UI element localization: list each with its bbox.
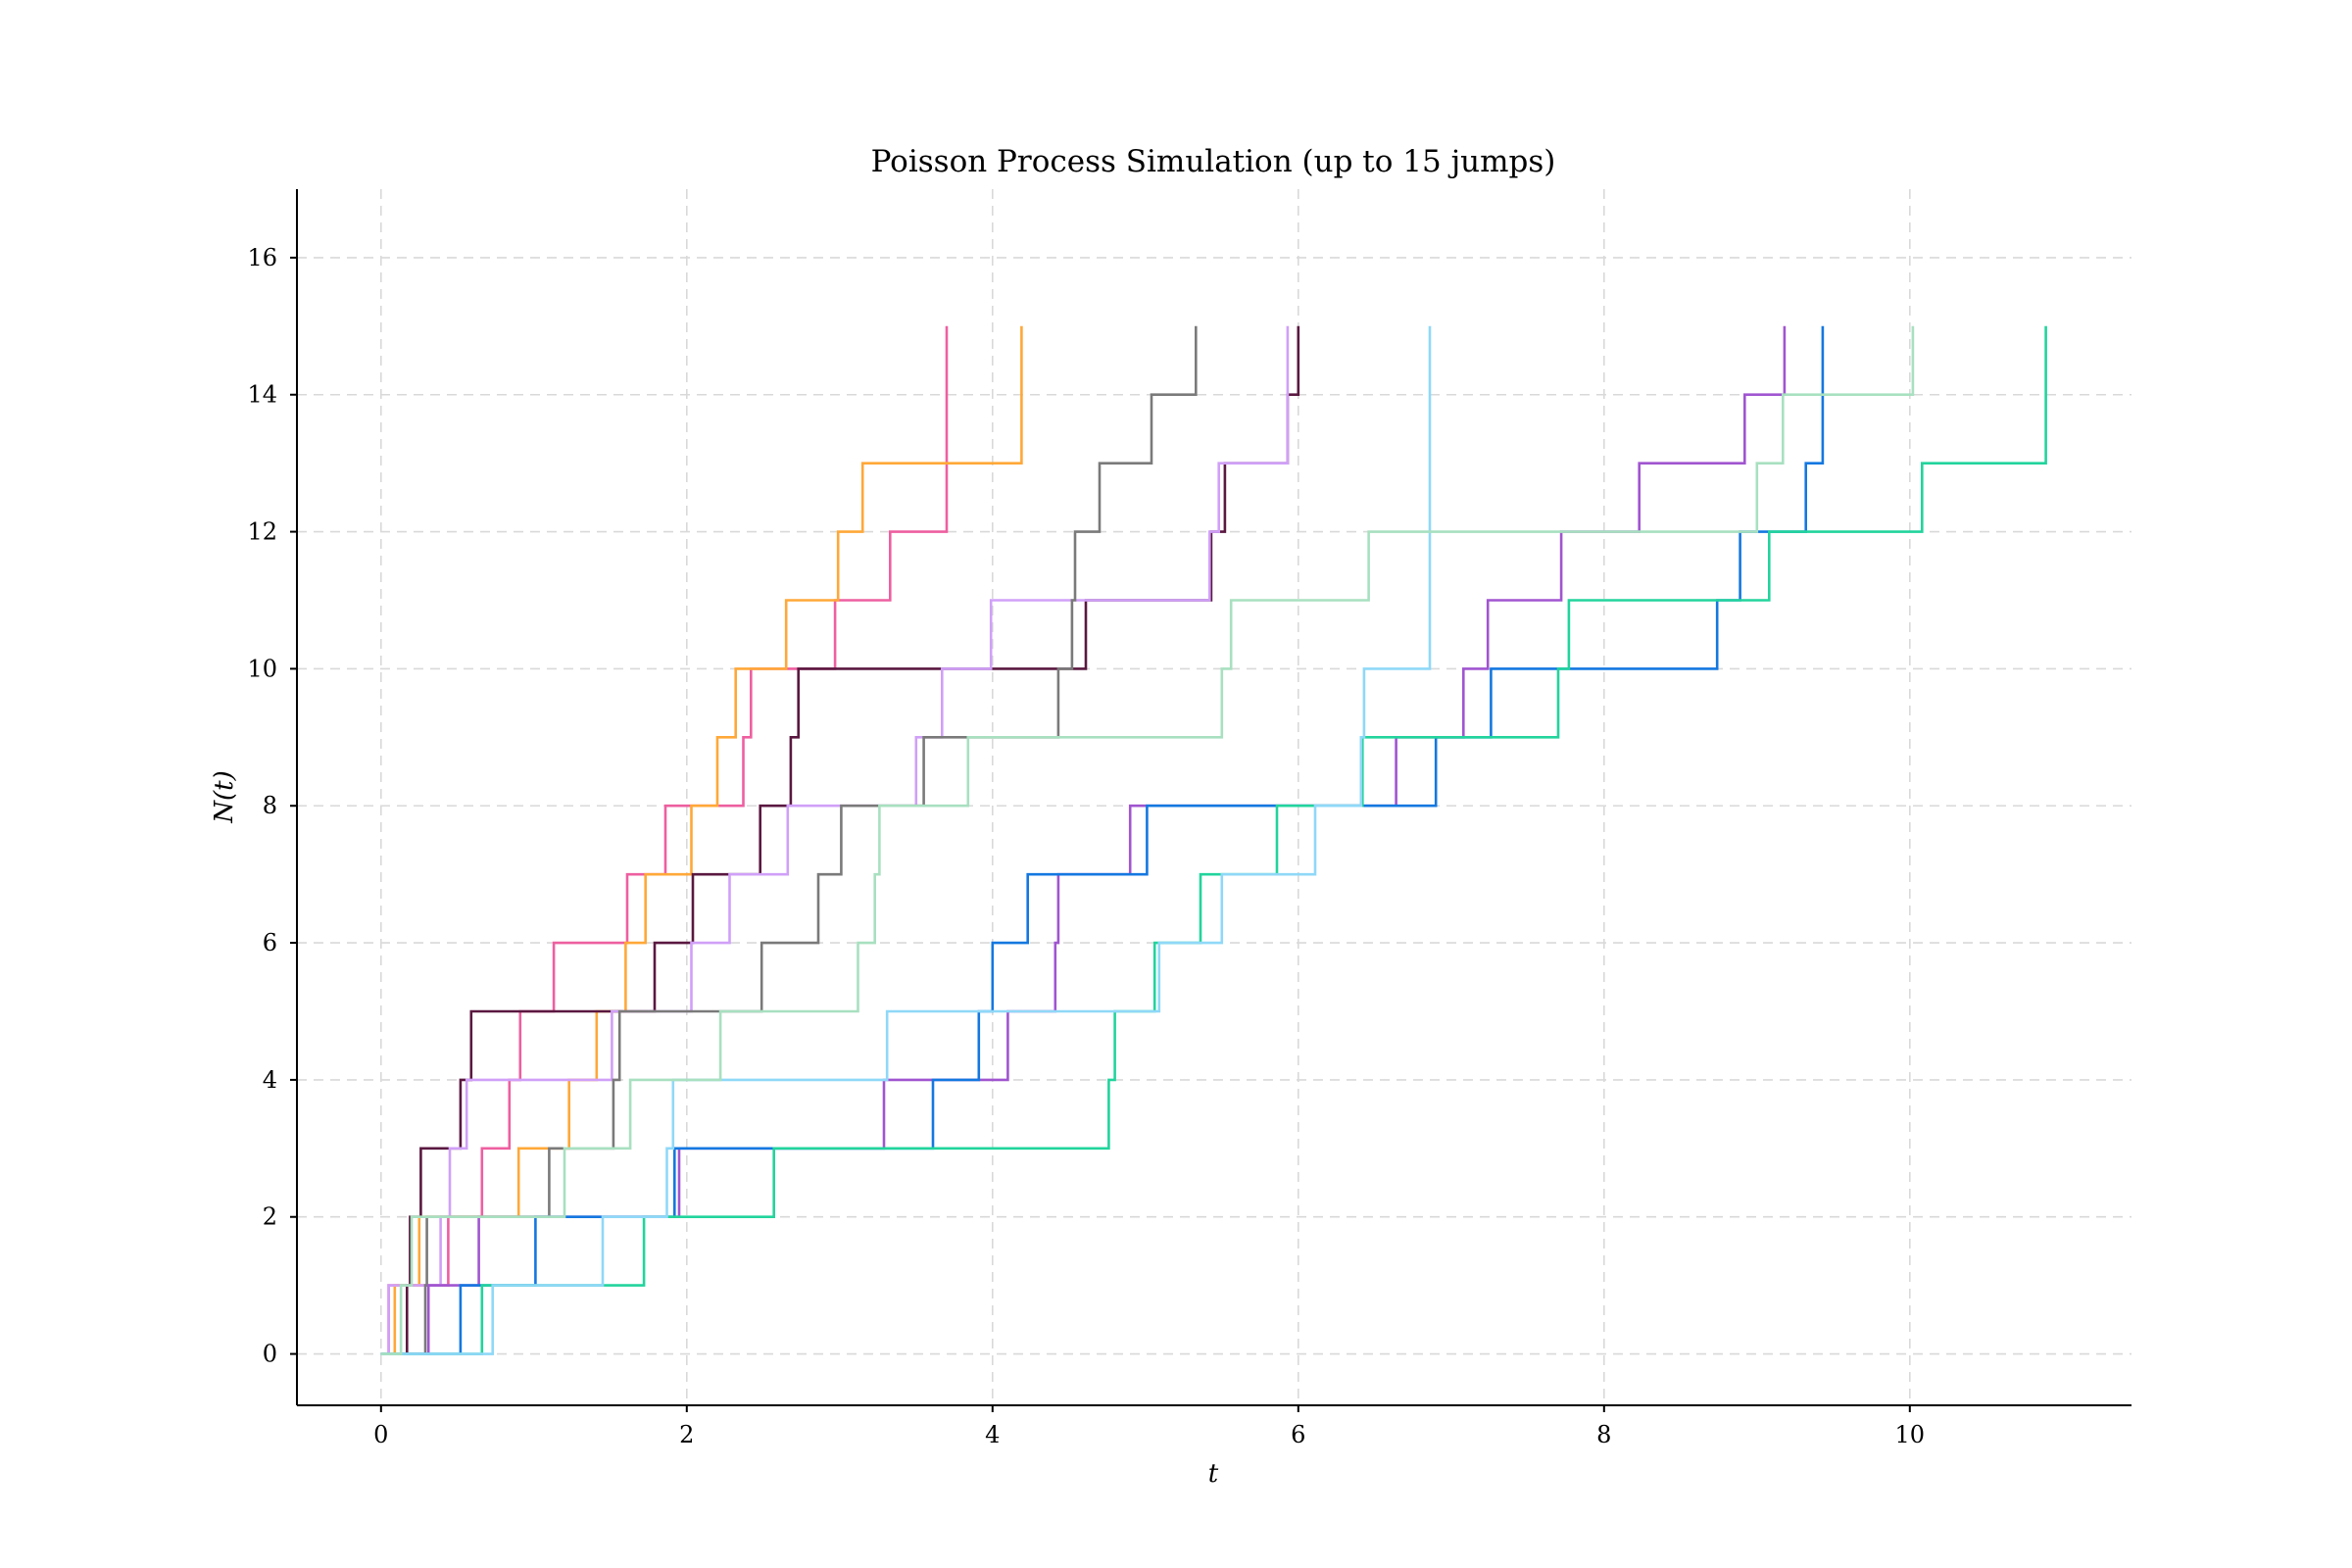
series-8-line bbox=[380, 325, 2047, 1355]
y-tick-label: 16 bbox=[247, 244, 277, 271]
series-layer bbox=[380, 325, 2047, 1355]
x-tick-label: 4 bbox=[985, 1421, 1000, 1448]
y-tick-label: 12 bbox=[247, 518, 277, 546]
tick-layer: 0 2 4 6 8 10 0 2 4 6 8 10 12 14 16 bbox=[247, 244, 1925, 1448]
series-9-line bbox=[380, 325, 1432, 1355]
x-axis-label: t bbox=[1208, 1459, 1219, 1489]
y-tick-label: 4 bbox=[263, 1066, 277, 1094]
y-tick-label: 8 bbox=[263, 792, 277, 819]
y-tick-label: 0 bbox=[263, 1341, 277, 1368]
y-tick-label: 10 bbox=[247, 655, 277, 682]
series-6-line bbox=[380, 325, 1787, 1355]
y-tick-label: 14 bbox=[247, 381, 277, 409]
series-4-line bbox=[380, 325, 1290, 1355]
series-2-line bbox=[380, 325, 1023, 1355]
chart-title: Poisson Process Simulation (up to 15 jum… bbox=[871, 144, 1556, 179]
y-tick-label: 2 bbox=[263, 1203, 277, 1231]
x-tick-label: 10 bbox=[1895, 1421, 1926, 1448]
grid-layer bbox=[297, 189, 2132, 1405]
series-10-line bbox=[380, 325, 1915, 1355]
x-tick-label: 8 bbox=[1596, 1421, 1611, 1448]
series-7-line bbox=[380, 325, 1825, 1355]
x-tick-label: 0 bbox=[373, 1421, 388, 1448]
axes-layer bbox=[296, 189, 2132, 1406]
y-axis-label: N(t) bbox=[210, 770, 239, 824]
x-tick-label: 2 bbox=[679, 1421, 694, 1448]
x-tick-label: 6 bbox=[1291, 1421, 1305, 1448]
y-tick-label: 6 bbox=[263, 929, 277, 956]
